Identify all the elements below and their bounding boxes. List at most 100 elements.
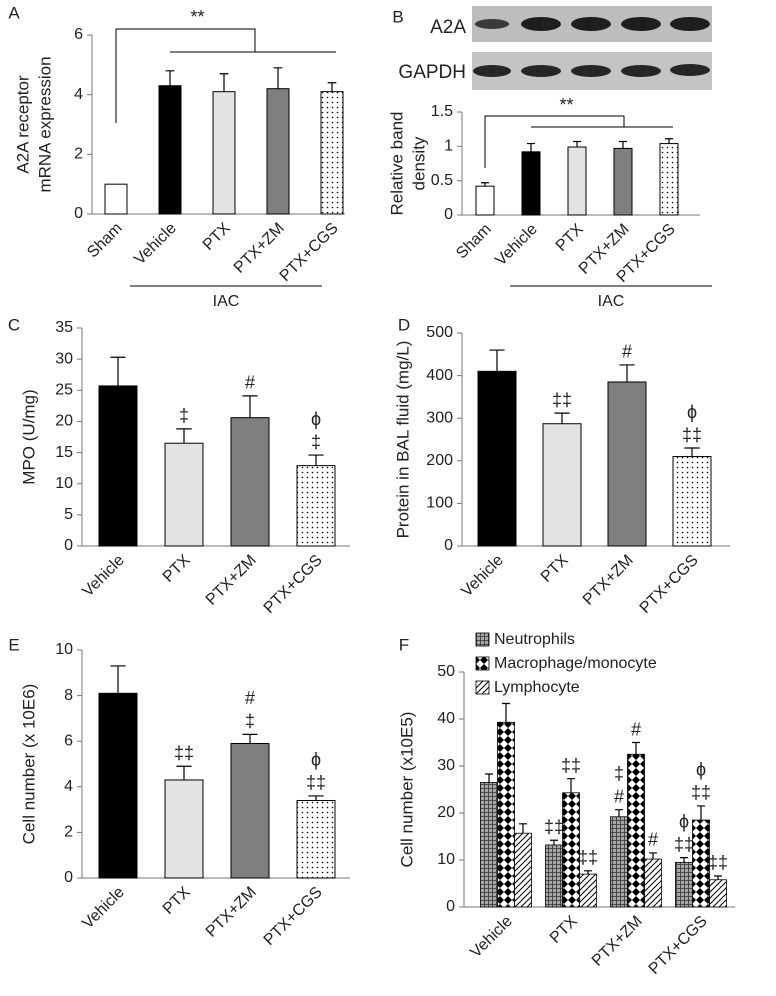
blot-band [475, 19, 509, 29]
group-label: IAC [213, 293, 240, 310]
significance-mark: ‡‡ [544, 817, 564, 837]
x-tick-label: Vehicle [79, 552, 128, 601]
bar [296, 465, 336, 547]
x-tick-label: PTX+ZM [203, 884, 260, 941]
x-tick-label: PTX+CGS [637, 552, 702, 617]
error-bar [242, 733, 258, 744]
blot-label: GAPDH [398, 62, 466, 83]
y-tick-label: 0 [444, 537, 453, 554]
x-tick-label: PTX [538, 552, 572, 586]
error-bar [308, 454, 324, 466]
significance-mark: ‡‡ [708, 853, 728, 873]
bar [98, 692, 138, 879]
y-tick-label: 50 [437, 663, 455, 680]
bar [164, 779, 204, 879]
y-tick-label: 8 [64, 687, 73, 704]
panel-label: E [8, 635, 19, 654]
blot-band [621, 65, 661, 77]
x-tick-label: PTX [553, 221, 587, 255]
x-tick-label: Vehicle [458, 552, 507, 601]
significance-mark: # [245, 688, 255, 708]
x-tick-label: PTX [160, 552, 194, 586]
panel-label: A [8, 3, 20, 22]
x-tick-label: PTX [547, 913, 581, 947]
blot-band [670, 17, 710, 31]
bar [158, 85, 182, 215]
bar [230, 742, 270, 879]
western-blot [472, 6, 712, 90]
y-tick-label: 10 [55, 475, 73, 492]
group-label: IAC [598, 293, 625, 310]
significance-bracket [484, 115, 673, 168]
y-tick-label: 30 [55, 350, 73, 367]
legend-label: Macrophage/monocyte [494, 655, 657, 672]
error-bar [502, 702, 510, 723]
y-tick-label: 10 [55, 641, 73, 658]
bar [675, 861, 693, 908]
error-bar [619, 364, 635, 382]
y-tick-label: 0 [444, 206, 453, 223]
y-tick-label: 1 [444, 138, 453, 155]
error-bar [485, 773, 493, 783]
significance-mark: ϕ [696, 760, 706, 780]
bar [613, 147, 633, 216]
y-axis-label: Cell number (x10E5) [397, 712, 416, 868]
bar [480, 782, 498, 908]
significance-bracket [115, 28, 336, 123]
x-tick-label: Vehicle [492, 221, 541, 270]
y-tick-label: 1.5 [431, 103, 453, 120]
error-bar [308, 795, 324, 801]
y-axis-label: Protein in BAL fluid (mg/L) [393, 341, 412, 539]
error-bar [110, 356, 126, 386]
bar [542, 423, 582, 547]
bar [709, 879, 727, 908]
error-bar [573, 140, 581, 148]
legend-swatch [475, 656, 490, 671]
significance-mark: # [614, 786, 624, 806]
error-bar [519, 823, 527, 834]
significance-mark: ‡‡ [578, 848, 598, 868]
bar [644, 858, 662, 908]
error-bar [219, 73, 229, 92]
panel-label: C [8, 315, 20, 334]
bar [320, 91, 344, 215]
bar [296, 799, 336, 879]
error-bar [615, 809, 623, 817]
error-bar [165, 70, 175, 86]
y-tick-label: 0 [64, 537, 73, 554]
y-tick-label: 300 [426, 409, 453, 426]
significance-mark: ϕ [311, 750, 321, 770]
bar [230, 417, 270, 547]
y-axis-label: MPO (U/mg) [19, 389, 38, 484]
bar [610, 816, 628, 908]
x-tick-label: Vehicle [79, 884, 128, 933]
significance-mark: ‡‡ [174, 743, 194, 763]
bar [692, 819, 710, 908]
x-tick-label: PTX+ZM [589, 913, 646, 970]
error-bar [550, 839, 558, 845]
significance-mark: ‡ [179, 406, 189, 426]
y-axis-label: density [409, 136, 428, 190]
bar [475, 185, 495, 216]
y-tick-label: 4 [74, 86, 83, 103]
bar [497, 721, 515, 908]
x-tick-label: PTX+CGS [261, 884, 326, 949]
bar [98, 385, 138, 547]
error-bar [489, 349, 505, 372]
x-tick-label: Vehicle [467, 913, 516, 962]
bar [627, 753, 645, 908]
significance-label: ** [190, 7, 204, 27]
x-tick-label: PTX [200, 220, 234, 254]
bar [104, 183, 128, 215]
x-tick-label: Vehicle [131, 220, 180, 269]
blot-band [670, 64, 710, 76]
error-bar [554, 412, 570, 424]
y-tick-label: 30 [437, 757, 455, 774]
bar [562, 792, 580, 908]
y-tick-label: 200 [426, 452, 453, 469]
error-bar [584, 870, 592, 875]
significance-mark: # [648, 830, 658, 850]
x-tick-label: PTX+ZM [203, 552, 260, 609]
significance-mark: ϕ [687, 402, 697, 422]
x-tick-label: PTX+ZM [580, 552, 637, 609]
